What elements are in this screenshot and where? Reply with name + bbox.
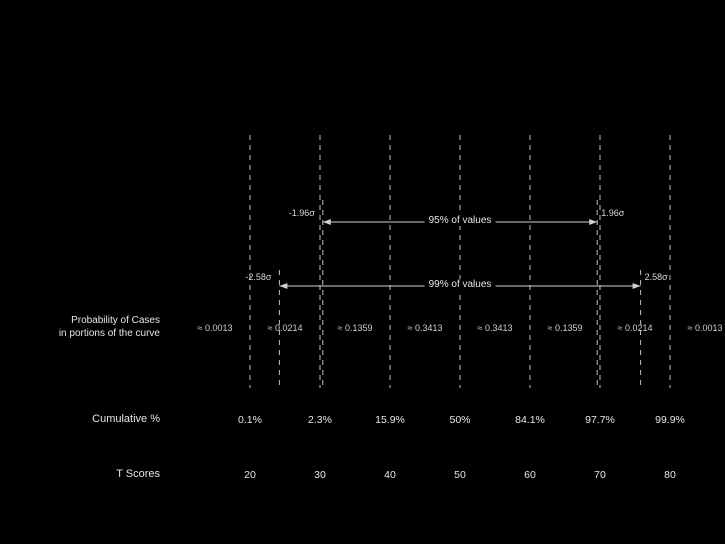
cumulative-value: 97.7% [585,414,615,426]
prob-segment-value: ≈ 0.0013 [688,323,723,333]
ci95-label: 95% of values [425,215,496,226]
prob-segment-value: ≈ 0.1359 [548,323,583,333]
prob-segment-value: ≈ 0.0214 [268,323,303,333]
tscore-value: 50 [454,469,466,481]
tscore-value: 40 [384,469,396,481]
cumulative-value: 99.9% [655,414,685,426]
cumulative-value: 2.3% [308,414,332,426]
cumulative-value: 50% [449,414,470,426]
tscore-value: 80 [664,469,676,481]
prob-segment-value: ≈ 0.3413 [478,323,513,333]
tscore-row-label: T Scores [0,468,160,480]
prob-row-label: Probability of Casesin portions of the c… [0,314,160,340]
ci99-label: 99% of values [425,279,496,290]
ci99-left-sigma: -2.58σ [245,272,271,282]
prob-row-label-line1: Probability of Cases [0,314,160,327]
ci95-right-sigma: 1.96σ [601,208,624,218]
tscore-value: 60 [524,469,536,481]
cumulative-row-label: Cumulative % [0,413,160,425]
cumulative-value: 0.1% [238,414,262,426]
cumulative-value: 15.9% [375,414,405,426]
prob-segment-value: ≈ 0.0214 [618,323,653,333]
cumulative-value: 84.1% [515,414,545,426]
prob-segment-value: ≈ 0.3413 [408,323,443,333]
prob-segment-value: ≈ 0.0013 [198,323,233,333]
tscore-value: 70 [594,469,606,481]
tscore-value: 20 [244,469,256,481]
prob-segment-value: ≈ 0.1359 [338,323,373,333]
tscore-value: 30 [314,469,326,481]
ci99-right-sigma: 2.58σ [645,272,668,282]
prob-row-label-line2: in portions of the curve [0,327,160,340]
ci95-left-sigma: -1.96σ [289,208,315,218]
